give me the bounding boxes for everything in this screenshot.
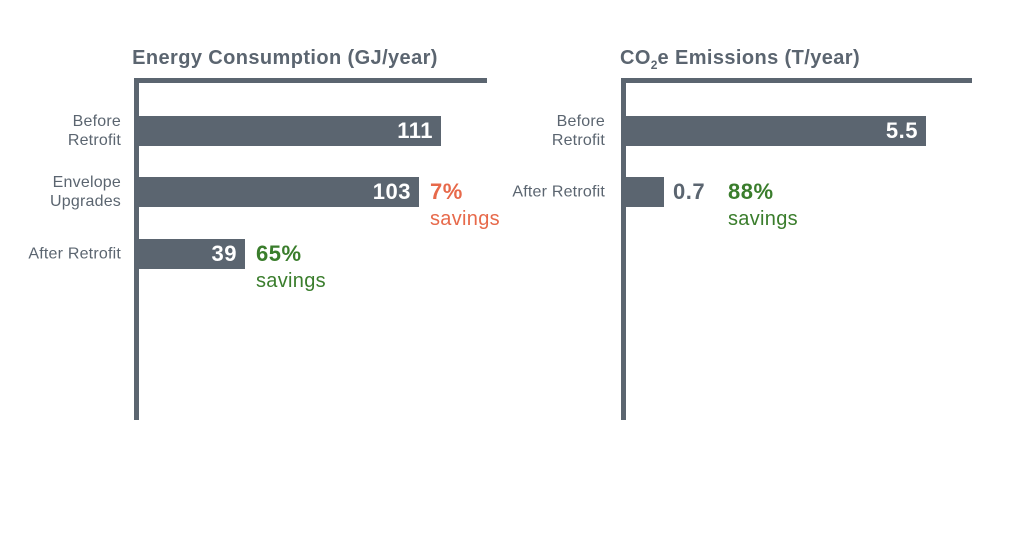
bar: 39 (139, 239, 245, 269)
category-label: Before Retrofit (67, 113, 121, 149)
bar-value-label: 111 (397, 118, 433, 143)
savings-percent: 65% (256, 241, 302, 266)
savings-annotation: 65% savings (256, 240, 326, 293)
savings-word: savings (728, 208, 798, 230)
bar-value-label: 39 (211, 241, 237, 266)
savings-percent: 7% (430, 179, 463, 204)
bar-row: Before Retrofit 5.5 (500, 113, 980, 149)
bar-value-label-outside: 0.7 (673, 179, 706, 204)
category-label: After Retrofit (512, 183, 605, 201)
savings-annotation: 88% savings (728, 178, 798, 231)
title-text: Energy Consumption (GJ/year) (132, 46, 438, 69)
savings-annotation: 7% savings (430, 178, 500, 231)
chart-title: Energy Consumption (GJ/year) (85, 46, 485, 70)
bar: 103 (139, 177, 419, 207)
savings-word: savings (430, 208, 500, 230)
bar: 5.5 (626, 116, 926, 146)
title-subscript: 2 (650, 57, 658, 72)
bar-value-label: 103 (372, 179, 411, 204)
y-axis-line (134, 78, 139, 420)
savings-word: savings (256, 270, 326, 292)
category-label: After Retrofit (28, 245, 121, 263)
bar: 111 (139, 116, 441, 146)
chart-title: CO2e Emissions (T/year) (540, 46, 940, 77)
bar-row: Before Retrofit 111 (21, 113, 501, 149)
bar-row: After Retrofit 39 65% savings (21, 239, 501, 292)
bar-row: After Retrofit 0.7 88% savings (500, 177, 980, 230)
x-axis-line (134, 78, 487, 83)
y-axis-line (621, 78, 626, 420)
title-text: CO (619, 46, 651, 69)
category-label: Before Retrofit (551, 113, 605, 149)
category-label: Envelope Upgrades (50, 174, 121, 210)
x-axis-line (621, 78, 972, 83)
title-text: e Emissions (T/year) (657, 46, 861, 69)
savings-percent: 88% (728, 179, 774, 204)
bar-value-label: 5.5 (885, 118, 918, 143)
bar-row: Envelope Upgrades 103 7% savings (21, 174, 501, 230)
bar (626, 177, 664, 207)
